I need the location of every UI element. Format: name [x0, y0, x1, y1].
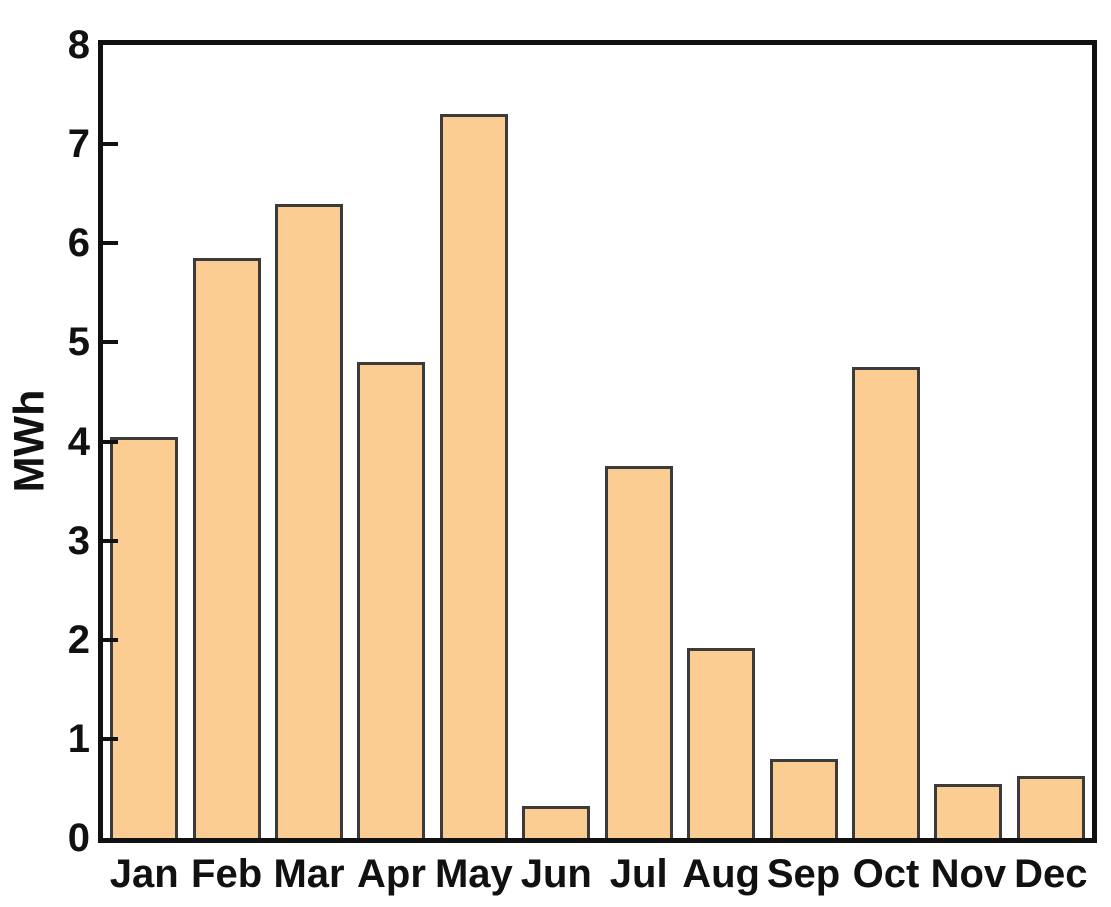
bar-dec	[1016, 776, 1085, 838]
y-tick-label-1: 1	[67, 717, 90, 761]
x-tick-label-sep: Sep	[766, 852, 841, 896]
bar-mar	[275, 204, 344, 838]
y-tick-mark-2	[103, 638, 118, 642]
x-tick-label-apr: Apr	[357, 852, 426, 896]
y-tick-label-2: 2	[67, 618, 90, 662]
bar-may	[439, 114, 508, 838]
x-tick-label-jan: Jan	[109, 852, 179, 896]
y-tick-label-7: 7	[67, 122, 90, 166]
bar-aug	[687, 648, 756, 838]
y-tick-label-8: 8	[67, 23, 90, 67]
x-tick-label-jun: Jun	[520, 852, 592, 896]
bar-jul	[604, 466, 673, 838]
bar-oct	[851, 367, 920, 838]
y-tick-mark-7	[103, 142, 118, 146]
x-axis-tick-labels: Jan Feb Mar Apr May Jun Jul Aug Sep Oct Nov Dec	[103, 852, 1092, 902]
y-tick-label-3: 3	[67, 519, 90, 563]
y-tick-mark-3	[103, 539, 118, 543]
bar-nov	[934, 784, 1003, 838]
x-tick-label-mar: Mar	[273, 852, 345, 896]
x-tick-label-aug: Aug	[682, 852, 760, 896]
y-tick-mark-1	[103, 737, 118, 741]
y-tick-label-5: 5	[67, 320, 90, 364]
bar-jan	[110, 437, 179, 838]
y-tick-label-4: 4	[67, 420, 90, 464]
bar-apr	[357, 362, 426, 838]
bar-jun	[522, 806, 591, 838]
plot-area	[98, 40, 1097, 843]
x-tick-label-nov: Nov	[930, 852, 1007, 896]
bar-feb	[192, 258, 261, 838]
y-tick-label-6: 6	[67, 221, 90, 265]
y-tick-mark-6	[103, 241, 118, 245]
x-tick-label-dec: Dec	[1014, 852, 1088, 896]
x-tick-label-oct: Oct	[852, 852, 920, 896]
y-tick-mark-5	[103, 340, 118, 344]
bar-sep	[769, 759, 838, 838]
y-axis-tick-labels: 0 1 2 3 4 5 6 7 8	[0, 0, 90, 907]
x-tick-label-feb: Feb	[191, 852, 263, 896]
y-tick-mark-4	[103, 440, 118, 444]
y-tick-label-0: 0	[67, 816, 90, 860]
x-tick-label-may: May	[434, 852, 513, 896]
x-tick-label-jul: Jul	[609, 852, 668, 896]
